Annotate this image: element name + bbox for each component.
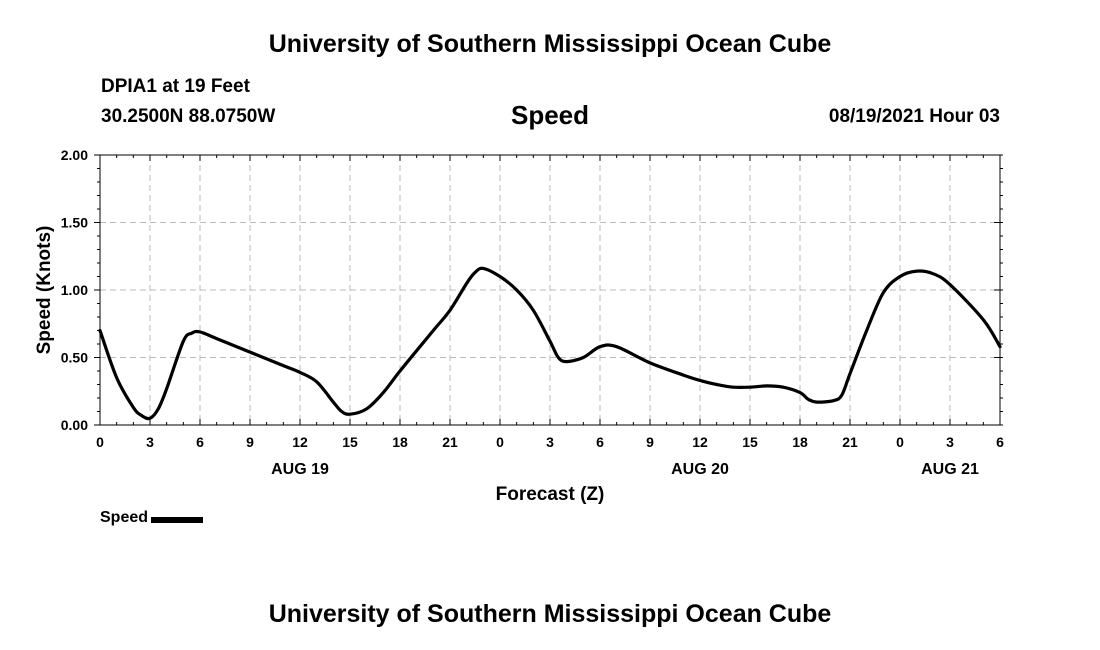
axis-tick-labels: 0 3 6 9 12 15 18 21 0 3 6 9 12 15 18 21 0 3 6 0.00 0.50 1.00 1… xyxy=(61,147,1004,478)
x-tick-label: 9 xyxy=(646,434,654,450)
chart-title: Speed xyxy=(510,100,590,130)
x-tick-label: 0 xyxy=(496,434,504,450)
axis-ticks xyxy=(94,154,1003,426)
page-title: University of Southern Mississippi Ocean… xyxy=(268,30,832,58)
x-tick-label: 15 xyxy=(742,434,758,450)
speed-series-line xyxy=(98,266,1002,421)
footer-title: University of Southern Mississippi Ocean… xyxy=(268,600,832,628)
x-tick-label: 3 xyxy=(946,434,954,450)
y-tick-label: 1.00 xyxy=(61,282,88,298)
y-tick-label: 2.00 xyxy=(61,147,88,163)
x-tick-label: 3 xyxy=(546,434,554,450)
forecast-datetime: 08/19/2021 Hour 03 xyxy=(828,106,1000,127)
x-tick-label: 6 xyxy=(996,434,1004,450)
x-tick-label: 18 xyxy=(392,434,408,450)
grid-lines xyxy=(100,155,1000,425)
x-tick-label: 0 xyxy=(96,434,104,450)
x-tick-label: 0 xyxy=(896,434,904,450)
x-tick-label: 21 xyxy=(842,434,858,450)
y-tick-label: 0.00 xyxy=(61,417,88,433)
legend-label: Speed xyxy=(100,509,149,526)
x-tick-label: 3 xyxy=(146,434,154,450)
legend-line-swatch xyxy=(151,517,204,523)
y-axis-title: Speed (Knots) xyxy=(34,226,55,355)
x-axis-title: Forecast (Z) xyxy=(496,484,605,505)
date-label: AUG 21 xyxy=(921,461,979,478)
date-label: AUG 19 xyxy=(271,461,329,478)
station-coordinates: 30.2500N 88.0750W xyxy=(101,106,276,127)
x-tick-label: 18 xyxy=(792,434,808,450)
x-tick-label: 6 xyxy=(196,434,204,450)
x-tick-label: 12 xyxy=(292,434,308,450)
x-tick-label: 6 xyxy=(596,434,604,450)
y-tick-label: 0.50 xyxy=(61,350,88,366)
x-tick-label: 21 xyxy=(442,434,458,450)
date-label: AUG 20 xyxy=(671,461,729,478)
y-tick-label: 1.50 xyxy=(61,215,88,231)
x-tick-label: 15 xyxy=(342,434,358,450)
x-tick-label: 9 xyxy=(246,434,254,450)
x-tick-label: 12 xyxy=(692,434,708,450)
station-label: DPIA1 at 19 Feet xyxy=(101,76,250,97)
legend: Speed xyxy=(100,509,204,527)
